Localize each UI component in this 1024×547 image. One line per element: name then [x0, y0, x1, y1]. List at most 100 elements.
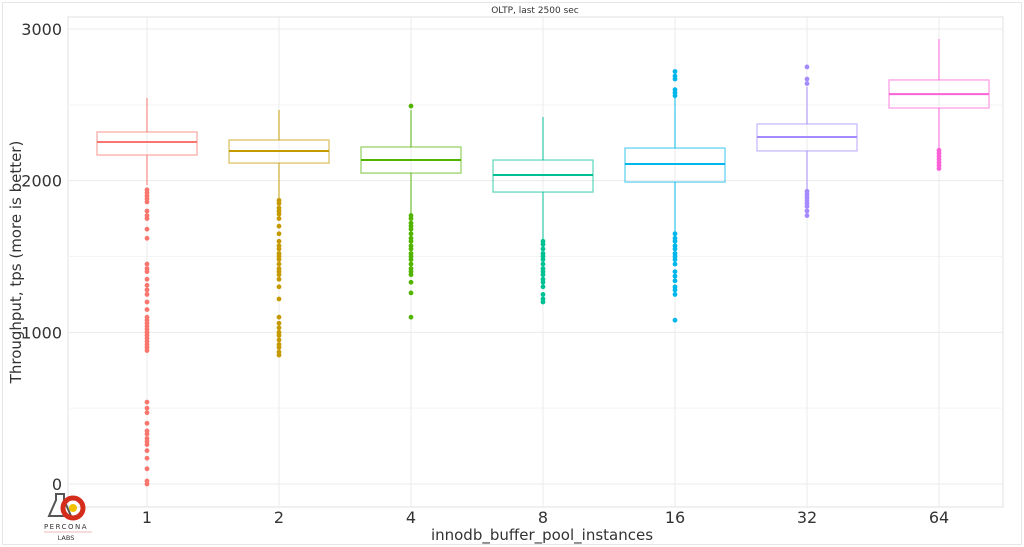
outlier-point — [408, 257, 414, 262]
outlier-point — [276, 352, 282, 358]
outlier-point — [672, 278, 678, 284]
x-tick-label: 32 — [797, 508, 817, 527]
box-8 — [492, 116, 594, 305]
outlier-point — [276, 345, 282, 350]
outlier-point — [276, 314, 282, 320]
outlier-point — [804, 64, 810, 70]
outlier-point — [144, 199, 150, 205]
outlier-point — [804, 208, 810, 214]
box-4 — [360, 103, 462, 320]
outlier-point — [144, 442, 150, 447]
x-tick-label: 8 — [538, 508, 548, 527]
outlier-point — [672, 292, 678, 297]
box-16 — [624, 69, 726, 323]
outlier-point — [540, 257, 546, 262]
y-tick-label: 3000 — [21, 20, 62, 39]
logo-ring — [60, 495, 86, 521]
outlier-point — [276, 216, 282, 221]
outlier-point — [408, 103, 414, 109]
outlier-point — [276, 211, 282, 217]
outlier-point — [144, 348, 150, 353]
outlier-point — [540, 246, 546, 252]
outlier-point — [144, 235, 150, 241]
outlier-point — [804, 213, 810, 218]
outlier-point — [276, 246, 282, 252]
logo-dot — [69, 504, 77, 512]
outlier-point — [144, 466, 150, 472]
boxes — [96, 39, 990, 487]
outlier-point — [408, 279, 414, 285]
outlier-point — [672, 273, 678, 279]
outlier-point — [408, 246, 414, 252]
outlier-point — [936, 166, 942, 171]
outlier-point — [408, 272, 414, 278]
box-1 — [96, 98, 198, 487]
outlier-point — [408, 231, 414, 237]
x-tick-label: 16 — [665, 508, 685, 527]
outlier-point — [276, 284, 282, 290]
outlier-point — [804, 76, 810, 82]
outlier-point — [540, 284, 546, 290]
x-tick-label: 2 — [274, 508, 284, 527]
x-tick-label: 1 — [142, 508, 152, 527]
outlier-point — [276, 296, 282, 302]
outlier-point — [408, 261, 414, 267]
outlier-point — [276, 276, 282, 282]
outlier-point — [144, 399, 150, 405]
outlier-point — [144, 216, 150, 221]
outlier-point — [144, 410, 150, 416]
outlier-point — [540, 261, 546, 267]
outlier-point — [144, 420, 150, 426]
outlier-point — [276, 261, 282, 267]
outlier-point — [672, 69, 678, 74]
plot-panel — [67, 16, 1004, 508]
logo-name: PERCONA — [44, 523, 88, 531]
x-axis-ticks: 1 2 4 8 16 32 64 — [142, 508, 949, 527]
outlier-point — [276, 325, 282, 331]
outlier-point — [276, 337, 282, 343]
y-axis-label: Throughput, tps (more is better) — [7, 141, 25, 385]
outlier-point — [276, 257, 282, 262]
box-64 — [888, 39, 990, 171]
outlier-point — [408, 216, 414, 221]
y-tick-label: 0 — [52, 475, 62, 494]
outlier-point — [672, 269, 678, 275]
outlier-point — [144, 455, 150, 461]
outlier-point — [276, 272, 282, 278]
outlier-point — [540, 241, 546, 247]
outlier-point — [540, 292, 546, 297]
outlier-point — [144, 307, 150, 312]
y-axis-ticks: 0 1000 2000 3000 — [21, 20, 62, 494]
outlier-point — [672, 76, 678, 82]
outlier-point — [276, 332, 282, 338]
outlier-point — [144, 276, 150, 282]
outlier-point — [540, 272, 546, 278]
outlier-point — [672, 317, 678, 323]
x-axis-label: innodb_buffer_pool_instances — [431, 526, 653, 545]
outlier-point — [144, 287, 150, 293]
logo-sub: LABS — [58, 534, 75, 542]
y-tick-label: 1000 — [21, 323, 62, 342]
outlier-point — [144, 208, 150, 214]
x-tick-label: 64 — [929, 508, 949, 527]
outlier-point — [144, 448, 150, 454]
outlier-point — [144, 269, 150, 275]
outlier-point — [672, 231, 678, 237]
outlier-point — [672, 257, 678, 262]
percona-labs-logo: PERCONA LABS — [44, 493, 92, 542]
outlier-point — [804, 204, 810, 209]
box-32 — [756, 64, 858, 218]
outlier-point — [144, 226, 150, 232]
outlier-point — [540, 299, 546, 305]
outlier-point — [144, 405, 150, 411]
outlier-point — [144, 481, 150, 487]
outlier-point — [672, 287, 678, 293]
outlier-point — [144, 431, 150, 437]
outlier-point — [672, 261, 678, 267]
outlier-point — [276, 320, 282, 326]
outlier-point — [672, 246, 678, 252]
outlier-point — [804, 81, 810, 86]
outlier-point — [540, 279, 546, 285]
